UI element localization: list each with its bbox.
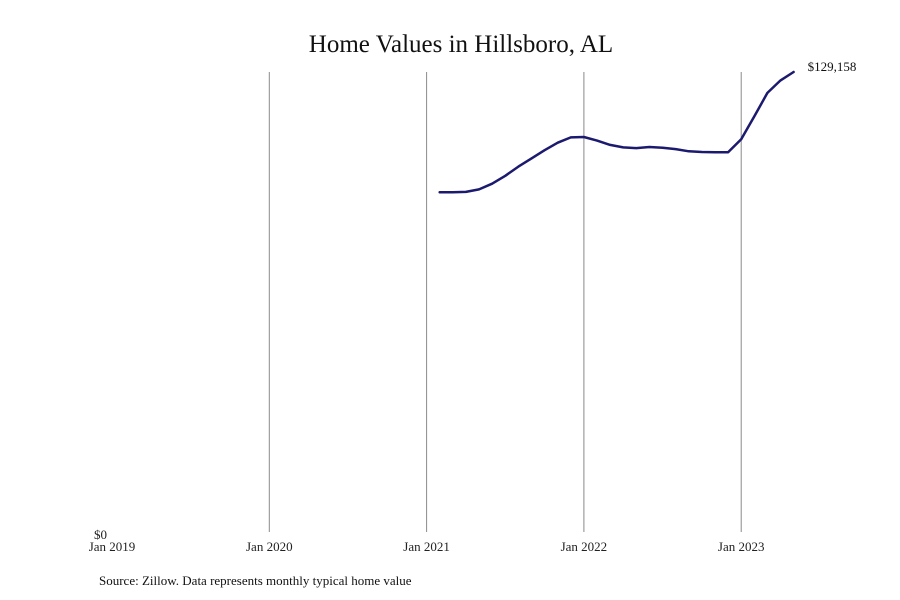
data-point <box>517 165 520 168</box>
x-axis-ticks: Jan 2019 Jan 2020 Jan 2021 Jan 2022 Jan 2023 <box>89 539 765 554</box>
data-point <box>740 138 743 141</box>
x-tick-label: Jan 2019 <box>89 539 136 554</box>
x-tick-label: Jan 2022 <box>561 539 608 554</box>
source-note: Source: Zillow. Data represents monthly … <box>99 573 412 588</box>
data-point <box>753 115 756 118</box>
data-point <box>766 91 769 94</box>
x-tick-label: Jan 2020 <box>246 539 293 554</box>
data-point <box>556 141 559 144</box>
data-point <box>661 146 664 149</box>
gridlines <box>268 72 742 532</box>
data-point <box>596 139 598 142</box>
chart-title: Home Values in Hillsboro, AL <box>309 31 613 58</box>
data-point <box>674 148 677 151</box>
data-point <box>648 146 651 148</box>
data-point <box>582 136 585 138</box>
data-point <box>478 188 480 191</box>
data-point <box>530 157 533 160</box>
data-point <box>609 143 612 146</box>
series-layer <box>438 70 795 194</box>
data-point <box>727 151 730 154</box>
x-tick-label: Jan 2023 <box>718 539 765 554</box>
data-point <box>543 149 546 152</box>
end-value-label: $129,158 <box>808 59 857 74</box>
data-point <box>779 79 782 82</box>
series-line <box>438 70 795 194</box>
data-point <box>700 151 703 153</box>
data-point <box>491 182 494 185</box>
data-point <box>464 190 467 193</box>
y-axis-ticks: $0 <box>94 527 107 542</box>
data-point <box>714 151 716 154</box>
data-point <box>687 150 690 153</box>
data-point <box>504 174 507 177</box>
data-point <box>792 71 795 73</box>
data-point <box>451 191 454 194</box>
y-tick-label: $0 <box>94 527 107 542</box>
data-point <box>438 191 441 194</box>
data-point <box>635 147 638 150</box>
x-tick-label: Jan 2021 <box>403 539 450 554</box>
data-point <box>569 136 572 139</box>
data-point <box>622 146 625 149</box>
